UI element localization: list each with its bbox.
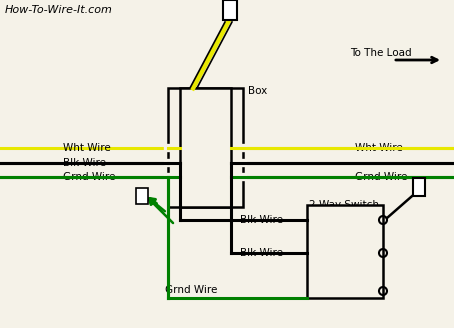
Text: Box: Box	[248, 86, 267, 96]
Bar	[136, 188, 148, 204]
Text: Wht Wire: Wht Wire	[355, 143, 403, 153]
Text: Grnd Wire: Grnd Wire	[165, 285, 217, 295]
Text: Grnd Wire: Grnd Wire	[63, 172, 115, 182]
Text: Blk Wire: Blk Wire	[240, 248, 283, 258]
Bar	[168, 88, 243, 207]
Text: How-To-Wire-It.com: How-To-Wire-It.com	[5, 5, 113, 15]
Bar	[413, 178, 425, 196]
Text: Blk Wire: Blk Wire	[63, 158, 106, 168]
Text: Wht Wire: Wht Wire	[63, 143, 111, 153]
Text: Grn Screw: Grn Screw	[317, 285, 370, 295]
Text: To The Load: To The Load	[350, 48, 412, 58]
Bar	[180, 88, 231, 207]
Text: 2-Way Switch: 2-Way Switch	[309, 200, 379, 210]
Bar	[307, 205, 383, 298]
Text: Blk Wire: Blk Wire	[240, 215, 283, 225]
Text: Grnd Wire: Grnd Wire	[355, 172, 407, 182]
Bar	[223, 0, 237, 20]
